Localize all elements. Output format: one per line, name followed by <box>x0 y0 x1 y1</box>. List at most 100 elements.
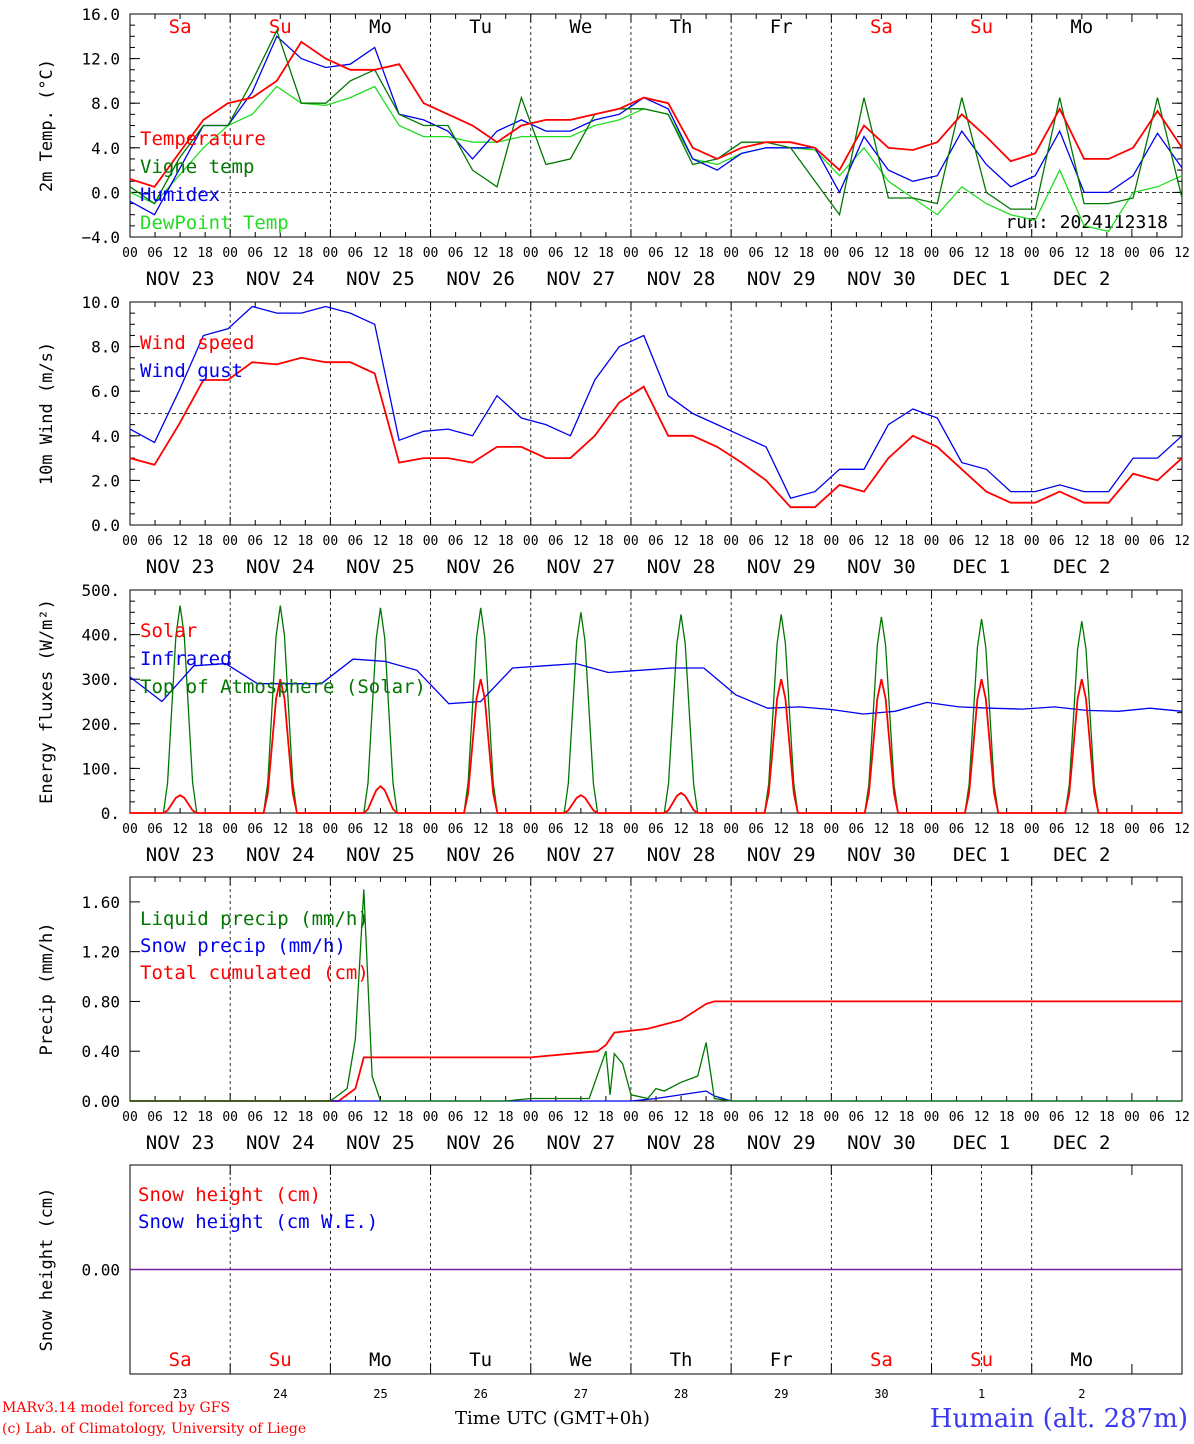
date-label: DEC 2 <box>1053 268 1110 290</box>
legend-entry: Vigne temp <box>140 156 254 178</box>
date-label: NOV 27 <box>547 268 616 290</box>
hour-tick-label: 00 <box>423 246 439 261</box>
hour-tick-label: 06 <box>949 1110 965 1125</box>
day-name-label: Mo <box>369 1349 392 1371</box>
date-label: NOV 28 <box>647 556 716 578</box>
hour-tick-label: 12 <box>573 1110 589 1125</box>
date-label: NOV 26 <box>446 1132 515 1154</box>
hour-tick-label: 00 <box>222 822 238 837</box>
hour-tick-label: 12 <box>874 534 890 549</box>
hour-tick-label: 12 <box>673 822 689 837</box>
date-label: NOV 23 <box>146 844 215 866</box>
hour-tick-label: 18 <box>999 1110 1015 1125</box>
hour-tick-label: 12 <box>272 534 288 549</box>
date-label: DEC 1 <box>953 1132 1010 1154</box>
hour-tick-label: 12 <box>673 246 689 261</box>
legend-entry: Total cumulated (cm) <box>140 962 369 984</box>
hour-tick-label: 00 <box>323 534 339 549</box>
series-line-wind-gust <box>129 305 1183 499</box>
lab-credit: (c) Lab. of Climatology, University of L… <box>2 1421 306 1437</box>
panel-1: 16.0 12.0 8.0 4.0 0.0 −4.0 2m Temp. (°C) 00 06 12… <box>37 5 1190 290</box>
date-label: NOV 30 <box>847 268 916 290</box>
day-number-label: 23 <box>173 1387 187 1401</box>
panel-5: 0.00 Snow height (cm) 23 24 25 26 27 28 29 30 1 2 Sa… <box>37 1164 1183 1401</box>
hour-tick-label: 12 <box>473 822 489 837</box>
day-name-label: Su <box>970 16 993 38</box>
day-name-label: Sa <box>870 1349 893 1371</box>
hour-tick-label: 18 <box>999 534 1015 549</box>
day-number-label: 28 <box>674 1387 688 1401</box>
legend-entry: Humidex <box>140 184 220 206</box>
hour-tick-label: 18 <box>798 246 814 261</box>
hour-tick-label: 12 <box>1174 534 1190 549</box>
hour-tick-label: 06 <box>448 822 464 837</box>
hour-tick-label: 18 <box>698 534 714 549</box>
day-name-label: Su <box>269 16 292 38</box>
hour-tick-label: 06 <box>147 246 163 261</box>
hour-tick-label: 06 <box>1149 534 1165 549</box>
hour-tick-label: 12 <box>172 822 188 837</box>
hour-tick-label: 18 <box>1099 822 1115 837</box>
hour-tick-label: 06 <box>247 822 263 837</box>
y-tick-label: 10.0 <box>81 293 120 312</box>
hour-tick-label: 12 <box>373 822 389 837</box>
y-axis-label: 2m Temp. (°C) <box>37 59 57 192</box>
hour-tick-label: 12 <box>773 534 789 549</box>
hour-tick-label: 06 <box>348 246 364 261</box>
hour-tick-label: 12 <box>373 1110 389 1125</box>
date-label: NOV 23 <box>146 556 215 578</box>
date-label: NOV 30 <box>847 1132 916 1154</box>
hour-tick-label: 12 <box>1174 822 1190 837</box>
legend-entry: DewPoint Temp <box>140 212 289 234</box>
y-axis-label: Snow height (cm) <box>37 1188 57 1352</box>
date-label: DEC 1 <box>953 268 1010 290</box>
y-axis-label: Precip (mm/h) <box>37 922 57 1055</box>
hour-tick-label: 12 <box>172 1110 188 1125</box>
hour-tick-label: 18 <box>298 822 314 837</box>
hour-tick-label: 12 <box>773 822 789 837</box>
series-line-wind-speed <box>129 356 1183 509</box>
hour-tick-label: 18 <box>197 534 213 549</box>
y-tick-label: 500. <box>81 581 120 600</box>
series-line-liquid-precip-mm-h <box>130 889 1182 1102</box>
hour-tick-label: 06 <box>949 534 965 549</box>
legend-entry: Solar <box>140 620 197 642</box>
series-line-total-cumulated-cm <box>130 1000 1182 1102</box>
hour-tick-label: 12 <box>1074 822 1090 837</box>
day-name-label: Tu <box>469 1349 492 1371</box>
date-label: NOV 29 <box>747 556 816 578</box>
day-name-label: Sa <box>169 1349 192 1371</box>
y-tick-label: 4.0 <box>91 139 120 158</box>
date-label: NOV 27 <box>547 844 616 866</box>
date-label: NOV 26 <box>446 268 515 290</box>
y-tick-label: 0.00 <box>81 1092 120 1111</box>
hour-tick-label: 00 <box>1124 1110 1140 1125</box>
hour-tick-label: 12 <box>1174 1110 1190 1125</box>
hour-tick-label: 00 <box>723 822 739 837</box>
panel-4: 1.60 1.20 0.80 0.40 0.00 Precip (mm/h) 00 06 12 1… <box>37 876 1190 1154</box>
date-label: NOV 26 <box>446 556 515 578</box>
hour-tick-label: 06 <box>748 1110 764 1125</box>
hour-tick-label: 06 <box>748 822 764 837</box>
hour-tick-label: 18 <box>598 1110 614 1125</box>
y-tick-label: 200. <box>81 715 120 734</box>
hour-tick-label: 06 <box>448 534 464 549</box>
hour-tick-label: 06 <box>548 534 564 549</box>
hour-tick-label: 06 <box>147 822 163 837</box>
hour-tick-label: 00 <box>623 1110 639 1125</box>
day-number-label: 2 <box>1078 1387 1085 1401</box>
day-name-label: Fr <box>770 16 793 38</box>
hour-tick-label: 12 <box>974 246 990 261</box>
hour-tick-label: 06 <box>648 534 664 549</box>
hour-tick-label: 00 <box>122 822 138 837</box>
hour-tick-label: 18 <box>498 1110 514 1125</box>
hour-tick-label: 06 <box>849 534 865 549</box>
hour-tick-label: 12 <box>473 246 489 261</box>
hour-tick-label: 00 <box>924 1110 940 1125</box>
series-line-infrared <box>129 658 1183 715</box>
date-label: DEC 1 <box>953 556 1010 578</box>
y-tick-label: 0. <box>101 804 120 823</box>
date-label: NOV 26 <box>446 844 515 866</box>
y-tick-label: 300. <box>81 670 120 689</box>
day-number-label: 24 <box>273 1387 287 1401</box>
